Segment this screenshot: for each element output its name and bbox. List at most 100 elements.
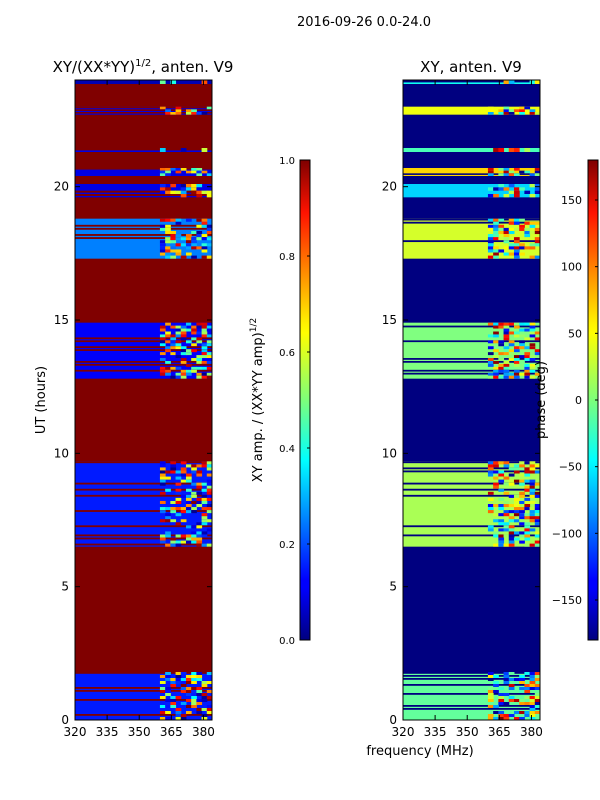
- left-heatmap-cell: [175, 343, 182, 347]
- left-heatmap-cell: [191, 322, 197, 326]
- right-heatmap-cell: [487, 240, 494, 244]
- left-heatmap-cell: [206, 705, 213, 708]
- right-heatmap-cell: [493, 461, 499, 465]
- left-heatmap-cell: [165, 699, 171, 702]
- left-heatmap-cell: [175, 540, 182, 544]
- right-heatmap-cell: [503, 328, 510, 332]
- left-heatmap-cell: [196, 237, 203, 241]
- left-title-main: XY/(XX*YY): [53, 58, 136, 76]
- right-heatmap-cell: [493, 325, 499, 329]
- left-heatmap-cell: [185, 322, 192, 326]
- right-heatmap-cell: [519, 243, 525, 247]
- left-heatmap-cell: [191, 510, 197, 514]
- right-heatmap-cell: [508, 678, 515, 681]
- right-heatmap-cell: [529, 488, 536, 492]
- right-heatmap-cell: [503, 337, 510, 341]
- right-heatmap-cell: [534, 255, 541, 259]
- left-heatmap-cell: [206, 106, 213, 110]
- right-heatmap-cell: [534, 112, 541, 115]
- left-heatmap-cell: [201, 352, 208, 356]
- right-heatmap-cell: [534, 372, 541, 376]
- right-heatmap-cell: [493, 218, 499, 222]
- left-heatmap-cell: [165, 224, 171, 228]
- right-colorbar-tick-label: 100: [561, 261, 582, 274]
- left-heatmap-cell: [165, 173, 171, 176]
- left-heatmap-cell: [159, 325, 166, 329]
- left-heatmap-stripe: [75, 525, 212, 528]
- right-heatmap-cell: [503, 491, 510, 495]
- right-heatmap-cell: [508, 358, 515, 361]
- left-heatmap-cell: [165, 322, 171, 326]
- right-heatmap-cell: [529, 494, 536, 498]
- right-heatmap-cell: [493, 464, 499, 468]
- left-heatmap-cell: [175, 325, 182, 329]
- left-heatmap-cell: [175, 711, 182, 714]
- right-heatmap-cell: [529, 479, 536, 483]
- right-heatmap-cell: [534, 507, 541, 511]
- left-heatmap-cell: [206, 507, 213, 511]
- right-heatmap-cell: [513, 494, 520, 498]
- right-heatmap-cell: [508, 343, 515, 347]
- right-heatmap-cell: [524, 170, 531, 174]
- right-heatmap-cell: [513, 355, 520, 359]
- left-heatmap-cell: [165, 170, 171, 174]
- right-heatmap-cell: [487, 360, 494, 364]
- right-heatmap-cell: [503, 230, 510, 235]
- left-heatmap-cell: [191, 170, 197, 174]
- left-heatmap-cell: [196, 325, 203, 329]
- left-heatmap-cell: [185, 497, 192, 501]
- left-heatmap-cell: [185, 218, 192, 222]
- left-heatmap-cell: [185, 488, 192, 492]
- left-heatmap-stripe: [75, 224, 212, 227]
- left-title-exponent: 1/2: [135, 58, 151, 69]
- right-x-ticks: 320 335 350 365 380: [392, 80, 543, 739]
- right-heatmap-cell: [503, 482, 510, 486]
- right-heatmap-cell: [487, 352, 494, 356]
- left-heatmap-cell: [206, 243, 213, 247]
- left-heatmap-stripe: [75, 109, 212, 111]
- right-heatmap-cell: [534, 705, 541, 708]
- left-heatmap-cell: [206, 467, 213, 471]
- right-heatmap-cell: [524, 328, 531, 332]
- right-heatmap-cell: [513, 510, 520, 514]
- right-heatmap-cell: [529, 687, 536, 690]
- left-heatmap-cell: [175, 340, 182, 344]
- right-heatmap-cell: [534, 337, 541, 341]
- right-heatmap-cell: [498, 497, 505, 501]
- left-heatmap-cell: [185, 112, 192, 115]
- right-heatmap-cell: [534, 540, 541, 544]
- left-heatmap-cell: [175, 168, 182, 171]
- left-heatmap-cell: [206, 328, 213, 332]
- right-heatmap-cell: [519, 717, 525, 720]
- left-heatmap-cell: [159, 80, 166, 84]
- left-heatmap-cell: [196, 693, 203, 696]
- left-heatmap-cell: [201, 696, 208, 699]
- left-heatmap-cell: [196, 331, 203, 335]
- left-x-tick-label: 320: [64, 725, 87, 739]
- right-heatmap-cell: [493, 349, 499, 353]
- left-heatmap-cell: [159, 681, 166, 684]
- left-heatmap-cell: [170, 681, 177, 684]
- left-heatmap-cell: [165, 675, 171, 678]
- right-heatmap-cell: [513, 331, 520, 335]
- right-heatmap-cell: [513, 346, 520, 350]
- left-heatmap-cell: [196, 473, 203, 477]
- left-heatmap-cell: [159, 249, 166, 253]
- right-heatmap-cell: [508, 672, 515, 675]
- left-heatmap-cell: [159, 500, 166, 504]
- left-heatmap-cell: [165, 513, 171, 517]
- right-heatmap-cell: [519, 681, 525, 684]
- left-heatmap-cell: [206, 355, 213, 359]
- right-heatmap-cell: [493, 148, 499, 152]
- left-heatmap-stripe: [75, 672, 212, 674]
- left-heatmap-cell: [170, 343, 177, 347]
- right-heatmap-cell: [513, 243, 520, 247]
- right-plot-frame: [402, 79, 541, 721]
- left-heatmap-cell: [180, 358, 187, 361]
- right-heatmap-cell: [508, 112, 515, 115]
- left-heatmap-cell: [170, 696, 177, 699]
- right-heatmap-cell: [487, 461, 494, 465]
- left-heatmap-cell: [191, 540, 197, 544]
- right-heatmap-cell: [487, 168, 494, 171]
- left-heatmap-cell: [180, 473, 187, 477]
